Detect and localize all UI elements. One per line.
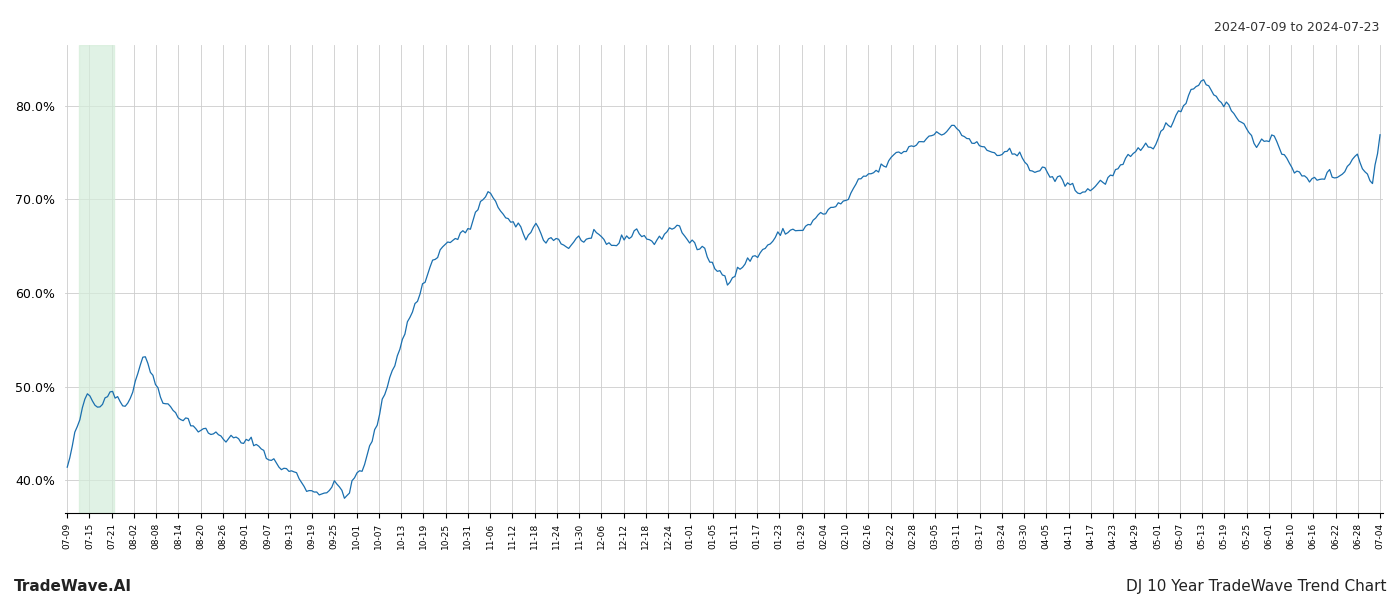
Text: 2024-07-09 to 2024-07-23: 2024-07-09 to 2024-07-23	[1214, 21, 1379, 34]
Text: TradeWave.AI: TradeWave.AI	[14, 579, 132, 594]
Bar	[78, 45, 113, 513]
Text: DJ 10 Year TradeWave Trend Chart: DJ 10 Year TradeWave Trend Chart	[1126, 579, 1386, 594]
